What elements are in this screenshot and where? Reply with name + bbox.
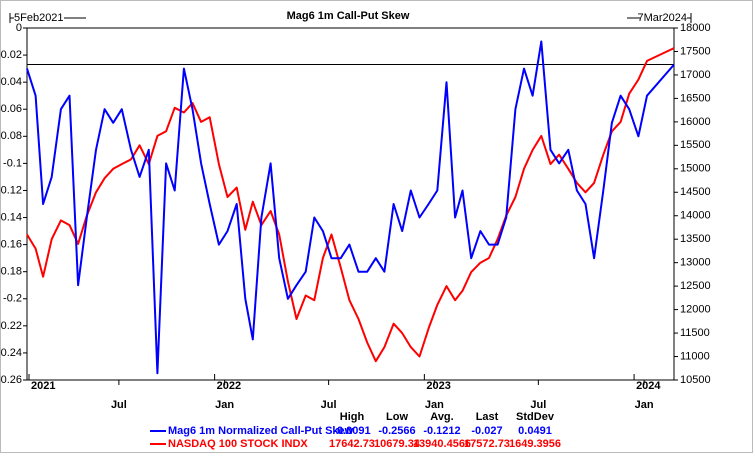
stat-header: Last: [476, 411, 499, 423]
y2-tick-label: 13500: [680, 233, 711, 245]
x-tick-label: Jan: [215, 399, 234, 411]
x-tick-label: Jul: [530, 399, 546, 411]
y2-tick-label: 13000: [680, 257, 711, 269]
stat-header: Avg.: [430, 411, 453, 423]
y-tick-label: -0.08: [0, 130, 22, 142]
plot-area: [26, 27, 675, 381]
y-tick-label: -0.14: [0, 211, 22, 223]
x-tick-label: Jan: [635, 399, 654, 411]
series-line: [26, 40, 675, 375]
stat-value: 13940.4566: [413, 438, 471, 450]
y-tick-label: -0.06: [0, 103, 22, 115]
x-tick-label: Jul: [111, 399, 127, 411]
x-tick-label: Jul: [321, 399, 337, 411]
year-label: 2023: [426, 380, 450, 392]
y-tick-label: -0.26: [0, 374, 22, 386]
y-tick-label: -0.2: [3, 293, 22, 305]
y-tick-label: -0.24: [0, 347, 22, 359]
y-tick-label: -0.04: [0, 76, 22, 88]
y2-tick-label: 16500: [680, 92, 711, 104]
y2-tick-label: 14000: [680, 210, 711, 222]
stat-value: 17572.73: [464, 438, 510, 450]
stat-value: -0.027: [471, 425, 502, 437]
y2-tick-label: 15000: [680, 163, 711, 175]
stat-value: 0.0491: [518, 425, 552, 437]
x-tick-label: Jan: [425, 399, 444, 411]
y2-tick-label: 12500: [680, 280, 711, 292]
y2-tick-label: 11500: [680, 327, 710, 339]
stat-header: High: [340, 411, 365, 423]
stat-value: 10679.34: [374, 438, 421, 450]
y2-tick-label: 15500: [680, 139, 711, 151]
y2-tick-label: 16000: [680, 116, 711, 128]
legend-label: Mag6 1m Normalized Call-Put Skew: [168, 425, 354, 437]
y-tick-label: -0.12: [0, 184, 22, 196]
y2-tick-label: 10500: [680, 374, 711, 386]
y2-tick-label: 14500: [680, 186, 711, 198]
y-tick-label: -0.18: [0, 266, 22, 278]
year-label: 2021: [31, 380, 55, 392]
stat-value: -0.1212: [423, 425, 460, 437]
y-tick-label: -0.16: [0, 239, 22, 251]
stat-header: StdDev: [516, 411, 555, 423]
y2-tick-label: 18000: [680, 22, 711, 34]
stat-value: 17642.73: [329, 438, 375, 450]
stat-value: 1649.3956: [509, 438, 561, 450]
stat-value: -0.2566: [378, 425, 415, 437]
year-label: 2024: [636, 380, 661, 392]
start-label: 5Feb2021: [14, 12, 64, 24]
chart-title: Mag6 1m Call-Put Skew: [287, 10, 410, 22]
stat-value: -0.0091: [333, 425, 370, 437]
year-label: 2022: [217, 380, 241, 392]
y2-tick-label: 17000: [680, 69, 711, 81]
series-line: [26, 47, 675, 363]
y-tick-label: 0: [16, 22, 22, 34]
stat-header: Low: [386, 411, 408, 423]
end-label: 7Mar2024: [637, 12, 687, 24]
y-tick-label: -0.1: [3, 157, 22, 169]
y-tick-label: -0.02: [0, 49, 22, 61]
legend-label: NASDAQ 100 STOCK INDX: [168, 438, 308, 450]
y2-tick-label: 12000: [680, 304, 711, 316]
y2-tick-label: 17500: [680, 45, 711, 57]
y2-tick-label: 11000: [680, 350, 710, 362]
y-tick-label: -0.22: [0, 320, 22, 332]
